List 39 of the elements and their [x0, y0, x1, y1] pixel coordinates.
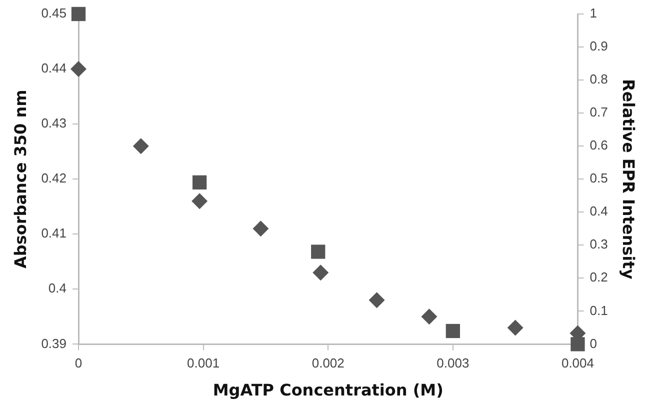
- y2-tick-label: 0.7: [590, 104, 608, 120]
- y-tick-label: 0.42: [41, 170, 66, 186]
- y2-tick-label: 0.4: [590, 204, 608, 219]
- y2-tick-label: 0.9: [590, 38, 608, 54]
- point: [311, 244, 326, 259]
- point: [570, 337, 585, 352]
- y-tick-label: 0.44: [41, 60, 66, 76]
- point: [368, 292, 385, 308]
- y2-tick-label: 0.6: [590, 138, 608, 153]
- point: [507, 320, 524, 336]
- y-tick-label: 0.4: [48, 280, 66, 296]
- point: [71, 6, 86, 22]
- x-tick-label: 0.001: [187, 356, 220, 371]
- y2-tick-label: 0.3: [590, 236, 608, 252]
- point: [446, 324, 460, 338]
- y2-tick-label: 0.2: [590, 270, 608, 285]
- point: [252, 220, 269, 237]
- point: [70, 61, 86, 78]
- x-tick-label: 0.002: [312, 356, 344, 371]
- y-tick-label: 0.41: [41, 226, 66, 241]
- y2-axis-title: Relative EPR Intensity: [619, 78, 638, 280]
- y2-tick-label: 0.5: [590, 170, 608, 186]
- point: [192, 193, 208, 210]
- point: [132, 138, 149, 154]
- y2-tick-label: 0.8: [590, 72, 608, 87]
- x-tick-label: 0.003: [436, 356, 470, 371]
- y-axis-title: Absorbance 350 nm: [10, 90, 30, 269]
- x-axis-title: MgATP Concentration (M): [212, 380, 444, 400]
- x-tick-label: 0: [74, 356, 82, 371]
- point: [421, 308, 438, 325]
- point: [192, 175, 207, 190]
- y2-tick-label: 1: [590, 6, 597, 21]
- point: [312, 264, 329, 281]
- y2-tick-label: 0: [590, 336, 597, 351]
- y-tick-label: 0.45: [41, 6, 66, 21]
- y-tick-label: 0.39: [41, 336, 66, 351]
- y2-tick-label: 0.1: [590, 302, 608, 318]
- y-tick-label: 0.43: [41, 116, 66, 131]
- x-tick-label: 0.004: [561, 356, 594, 371]
